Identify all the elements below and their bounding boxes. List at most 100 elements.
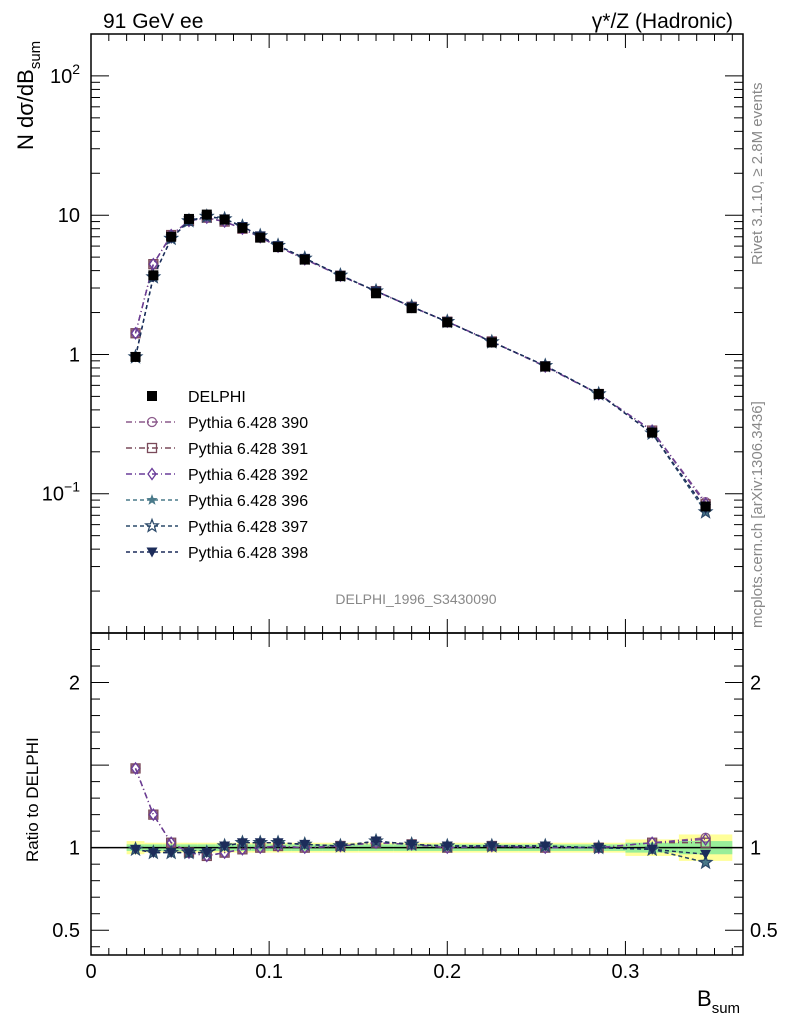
ratio-y-tick-label: 1 — [69, 838, 80, 860]
legend-entry: Pythia 6.428 396 — [126, 493, 308, 510]
legend-entry: Pythia 6.428 398 — [126, 545, 308, 562]
legend-marker — [147, 391, 157, 401]
main-y-tick-label: 10−1 — [42, 479, 80, 506]
legend-marker — [144, 517, 160, 533]
main-data-point — [148, 270, 159, 281]
main-data-point — [255, 232, 266, 243]
main-data-point — [647, 427, 658, 438]
ratio-data-point — [700, 849, 712, 860]
ratio-data-point — [406, 839, 418, 850]
legend-label: DELPHI — [188, 389, 246, 406]
ratio-y-tick-label-right: 1 — [750, 838, 761, 860]
analysis-tag-label: DELPHI_1996_S3430090 — [335, 591, 496, 607]
main-y-label-text: N dσ/dB — [13, 69, 38, 150]
main-data-point — [442, 317, 453, 328]
svg-text:N dσ/dBsum: N dσ/dBsum — [13, 41, 44, 150]
legend-label: Pythia 6.428 396 — [188, 493, 308, 510]
ratio-data-point — [165, 848, 177, 859]
main-data-point — [540, 361, 551, 372]
ratio-y-tick-label-right: 0.5 — [750, 920, 778, 942]
main-data-point — [700, 501, 711, 512]
ratio-data-point — [593, 843, 605, 854]
main-data-point — [371, 288, 382, 299]
main-series-pythia-6-428-391 — [130, 212, 711, 510]
ratio-data-point — [183, 848, 195, 859]
main-series-line — [134, 216, 707, 505]
ratio-data-point — [700, 837, 711, 848]
ratio-data-point — [539, 841, 551, 852]
main-data-point — [335, 271, 346, 282]
svg-text:Bsum: Bsum — [697, 986, 740, 1017]
ratio-series-pythia-6-428-398 — [130, 836, 712, 860]
x-tick-label: 0.2 — [433, 961, 461, 983]
main-data-point — [130, 351, 141, 362]
mcplots-credit-label: mcplots.cern.ch [arXiv:1306.3436] — [749, 401, 766, 628]
main-series-line — [134, 216, 707, 503]
main-series-pythia-6-428-390 — [130, 212, 711, 508]
x-label-sub: sum — [712, 1000, 740, 1017]
ratio-data-point — [700, 832, 711, 847]
ratio-data-point — [254, 838, 266, 849]
ratio-y-tick-label-right: 2 — [750, 673, 761, 695]
main-y-label-sub: sum — [27, 41, 44, 69]
ratio-data-point — [334, 841, 346, 852]
main-y-axis-title: N dσ/dBsum — [13, 41, 44, 150]
ratio-data-point — [219, 841, 231, 852]
main-y-tick-label: 1 — [69, 344, 80, 366]
ratio-panel-frame — [90, 632, 744, 956]
main-data-point — [130, 326, 141, 340]
ratio-y-tick-label: 2 — [69, 673, 80, 695]
legend-label: Pythia 6.428 392 — [188, 467, 308, 484]
main-data-point — [148, 259, 159, 270]
ratio-data-point — [201, 848, 213, 859]
main-series-line — [134, 215, 707, 510]
main-data-point — [237, 222, 248, 233]
legend-marker — [146, 494, 158, 505]
main-data-point — [593, 389, 604, 400]
legend-entry: Pythia 6.428 397 — [126, 517, 308, 536]
main-data-point — [219, 214, 230, 225]
ratio-y-tick-label: 0.5 — [52, 920, 80, 942]
legend-label: Pythia 6.428 397 — [188, 519, 308, 536]
legend-entry: Pythia 6.428 391 — [126, 441, 308, 458]
x-tick-label: 0.3 — [612, 961, 640, 983]
legend-entry: DELPHI — [147, 389, 246, 406]
ratio-data-point — [299, 839, 311, 850]
main-series-delphi — [130, 209, 711, 512]
ratio-data-point — [148, 809, 159, 820]
main-data-point — [166, 231, 177, 242]
main-data-point — [406, 303, 417, 314]
legend-marker — [146, 416, 158, 428]
legend-entry: Pythia 6.428 390 — [126, 415, 308, 432]
ratio-data-point — [370, 836, 382, 847]
x-tick-label: 0.1 — [255, 961, 283, 983]
ratio-data-point — [130, 844, 142, 855]
x-label-text: B — [697, 986, 712, 1011]
header-left-label: 91 GeV ee — [103, 10, 203, 33]
x-tick-label: 0 — [85, 961, 96, 983]
main-y-tick-label: 102 — [50, 61, 80, 88]
header-right-label: γ*/Z (Hadronic) — [592, 10, 733, 33]
ratio-data-point — [236, 838, 248, 849]
legend-marker — [147, 467, 157, 481]
main-data-point — [299, 254, 310, 265]
legend-entry: Pythia 6.428 392 — [126, 467, 308, 484]
main-series-pythia-6-428-392 — [130, 211, 711, 511]
legend-label: Pythia 6.428 398 — [188, 545, 308, 562]
main-data-point — [486, 337, 497, 348]
ratio-y-axis-title: Ratio to DELPHI — [23, 737, 42, 862]
legend-label: Pythia 6.428 390 — [188, 415, 308, 432]
ratio-data-point — [148, 808, 159, 822]
main-data-point — [201, 209, 212, 220]
ratio-data-point — [441, 841, 453, 852]
legend-marker — [146, 442, 158, 454]
x-axis-title: Bsum — [697, 986, 740, 1017]
ratio-data-point — [646, 844, 658, 855]
legend-marker — [146, 547, 158, 558]
ratio-data-point — [697, 854, 714, 870]
ratio-data-point — [147, 848, 159, 859]
main-panel-frame — [90, 33, 744, 634]
rivet-version-label: Rivet 3.1.10, ≥ 2.8M events — [749, 83, 766, 266]
ratio-data-point — [486, 841, 498, 852]
